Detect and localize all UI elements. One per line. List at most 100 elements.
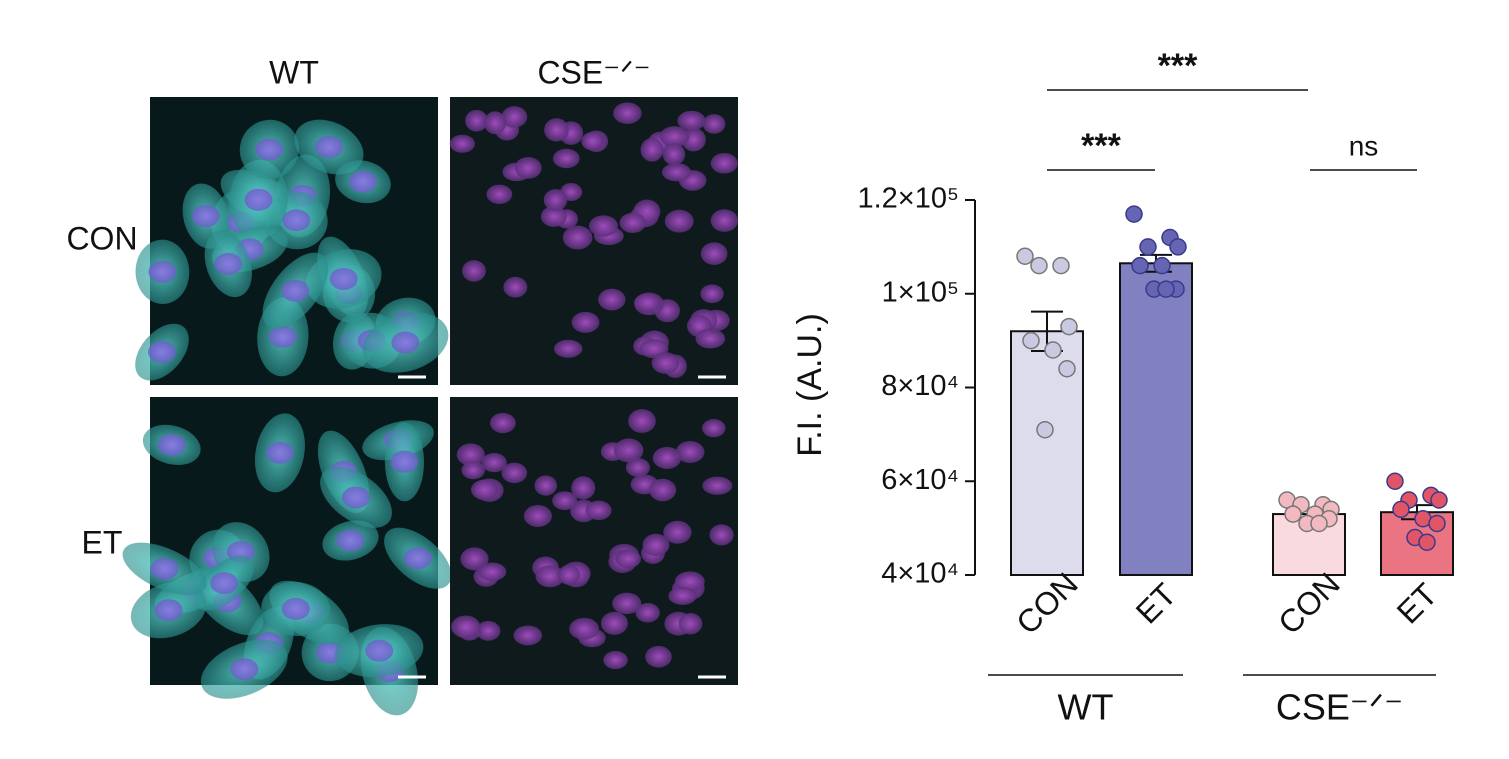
nucleus [634, 293, 661, 312]
nucleus [668, 586, 697, 605]
nucleus [523, 504, 552, 528]
nucleus [645, 645, 672, 668]
data-point [1284, 505, 1302, 523]
x-tick-label: ET [1390, 576, 1444, 630]
nucleus [613, 438, 644, 463]
group-label: CSE⁻ᐟ⁻ [1276, 687, 1403, 728]
nucleus [403, 547, 432, 570]
data-point [1157, 280, 1175, 298]
nucleus [268, 325, 297, 348]
x-tick-label: CON [1009, 565, 1085, 641]
nucleus [281, 279, 310, 302]
nucleus [503, 276, 528, 298]
nucleus [214, 252, 243, 275]
nucleus [150, 557, 179, 580]
nucleus [281, 597, 310, 620]
nucleus [552, 148, 580, 169]
nucleus [581, 131, 604, 151]
nucleus [348, 170, 377, 193]
nucleus [585, 500, 612, 521]
bar [1119, 262, 1193, 576]
group-label: WT [1058, 687, 1114, 728]
nucleus [449, 134, 475, 153]
nucleus [613, 102, 642, 124]
nucleus [552, 491, 578, 511]
nucleus [702, 476, 733, 495]
nucleus [640, 137, 664, 162]
y-axis-label: F.I. (A.U.) [791, 313, 829, 457]
nucleus [709, 524, 734, 546]
nucleus [544, 118, 569, 142]
nucleus [710, 209, 739, 232]
data-point [1392, 500, 1410, 519]
nucleus [191, 205, 220, 228]
data-point [1428, 514, 1446, 533]
nucleus [255, 138, 284, 161]
significance-label: *** [1158, 47, 1198, 85]
x-tick-label: CON [1271, 565, 1347, 641]
x-tick-label: ET [1129, 576, 1183, 630]
nucleus [642, 533, 670, 556]
y-tick-label: 8×10⁴ [881, 370, 959, 402]
data-point [1153, 256, 1171, 275]
nucleus [628, 409, 656, 433]
nucleus [659, 126, 690, 148]
nucleus [465, 109, 488, 132]
nucleus [543, 189, 568, 211]
data-point [1044, 341, 1062, 359]
nucleus [674, 571, 705, 592]
nucleus [486, 184, 513, 204]
nucleus [481, 452, 507, 473]
nucleus [588, 215, 618, 237]
nucleus [612, 592, 642, 615]
nucleus [649, 478, 677, 502]
nucleus [651, 352, 680, 374]
nucleus [489, 412, 516, 434]
nucleus [514, 156, 542, 179]
nucleus [460, 547, 489, 571]
data-point [1125, 205, 1143, 223]
nucleus [451, 615, 481, 639]
data-point [1058, 360, 1076, 378]
data-point [1022, 331, 1040, 350]
nucleus [390, 450, 419, 473]
nucleus [342, 486, 371, 509]
nucleus [557, 564, 581, 585]
nucleus [484, 111, 507, 135]
y-tick-label: 4×10⁴ [881, 558, 959, 590]
nucleus [391, 331, 420, 354]
nucleus [664, 209, 694, 233]
nucleus [476, 620, 501, 641]
nucleus [461, 461, 486, 480]
nucleus [501, 106, 528, 128]
nucleus [148, 260, 177, 283]
nucleus [652, 446, 682, 470]
nucleus [569, 617, 600, 640]
nucleus [675, 441, 705, 463]
significance-label: ns [1349, 130, 1379, 161]
y-tick-label: 1×10⁵ [882, 276, 959, 308]
nucleus [534, 475, 558, 496]
nucleus [329, 267, 358, 290]
nucleus [501, 462, 528, 484]
nucleus [365, 639, 394, 662]
data-point [1430, 491, 1448, 509]
nucleus [702, 114, 726, 134]
nucleus [571, 311, 600, 333]
data-point [1052, 256, 1070, 275]
data-point [1131, 256, 1149, 275]
nucleus [661, 163, 692, 182]
nucleus [625, 458, 651, 477]
nucleus [615, 549, 642, 568]
nucleus [540, 205, 567, 227]
row-label: CON [66, 220, 137, 256]
data-point [1310, 514, 1328, 533]
data-point [1386, 472, 1404, 490]
column-label: WT [269, 54, 319, 90]
data-point [1060, 317, 1078, 336]
nucleus [695, 328, 726, 349]
nucleus [148, 341, 177, 364]
data-point [1169, 238, 1187, 256]
nucleus [662, 143, 686, 166]
data-point [1030, 256, 1048, 275]
